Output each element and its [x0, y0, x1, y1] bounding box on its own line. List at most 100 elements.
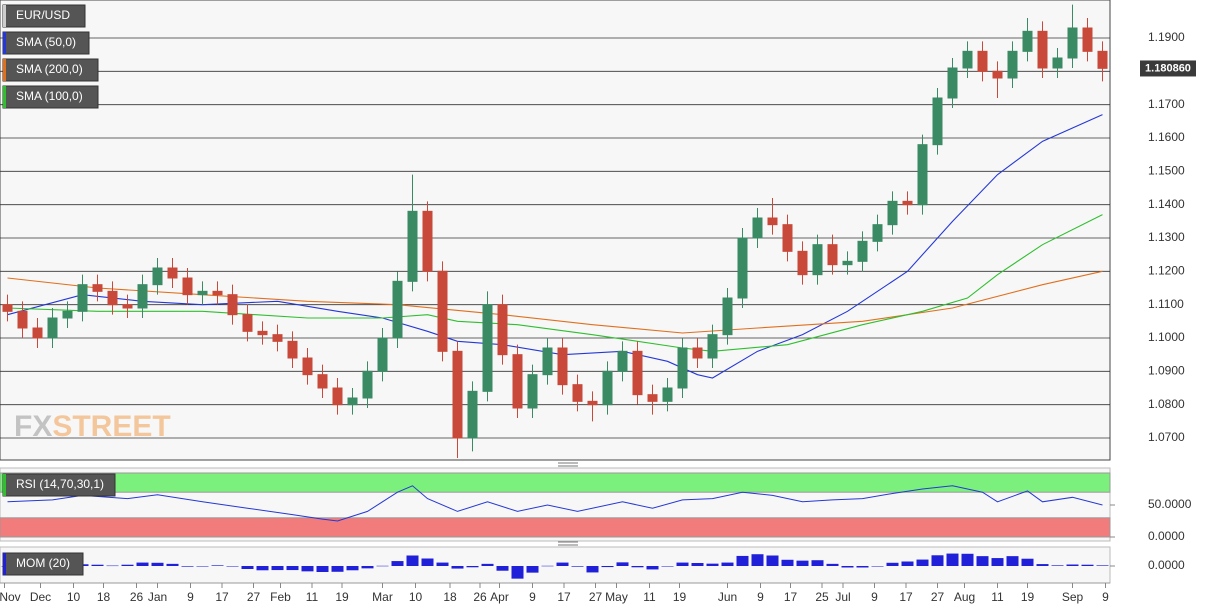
- candle-body: [482, 304, 493, 392]
- mom-bar: [631, 566, 644, 568]
- x-tick-label: 17: [557, 590, 571, 604]
- x-tick-label: Aug: [954, 590, 975, 604]
- candle-body: [1052, 57, 1063, 69]
- candle-body: [827, 244, 838, 266]
- mom-bar: [886, 562, 899, 566]
- x-tick-label: 27: [589, 590, 603, 604]
- y-tick-label: 1.1200: [1148, 264, 1185, 278]
- y-tick-label: 0.0000: [1148, 529, 1185, 543]
- mom-bar: [826, 563, 839, 566]
- mom-bar: [106, 565, 119, 567]
- mom-bar: [211, 565, 224, 566]
- y-tick-label: 1.1400: [1148, 197, 1185, 211]
- candle-body: [242, 314, 253, 332]
- candle-body: [122, 304, 133, 309]
- splitter[interactable]: [558, 462, 578, 467]
- legend-swatch: [3, 32, 6, 54]
- candle-body: [1037, 30, 1048, 69]
- candle-body: [1082, 27, 1093, 52]
- candle-body: [422, 210, 433, 272]
- y-tick-label: 1.1500: [1148, 164, 1185, 178]
- candle-body: [707, 334, 718, 359]
- candle-body: [467, 390, 478, 439]
- x-tick-label: 11: [643, 590, 656, 604]
- candle-body: [452, 350, 463, 439]
- last-price-box: [1140, 60, 1196, 77]
- rsi-band: [0, 517, 1111, 538]
- mom-bar: [346, 566, 359, 571]
- mom-bar: [586, 566, 599, 573]
- candle-body: [647, 394, 658, 402]
- price-panel: [0, 0, 1111, 461]
- candle-body: [962, 50, 973, 69]
- mom-bar: [976, 556, 989, 566]
- y-tick-label: 1.1900: [1148, 30, 1185, 44]
- x-tick-label: 26: [130, 590, 144, 604]
- mom-bar: [526, 566, 539, 573]
- mom-bar: [811, 560, 824, 566]
- mom-bar: [391, 561, 404, 566]
- x-tick-label: Feb: [270, 590, 291, 604]
- candle-body: [287, 340, 298, 359]
- legend-label: EUR/USD: [16, 8, 70, 22]
- candle-body: [857, 240, 868, 262]
- candle-body: [137, 284, 148, 309]
- candle-body: [872, 224, 883, 242]
- mom-bar: [781, 559, 794, 566]
- legend-label: SMA (50,0): [16, 35, 76, 49]
- candle-body: [932, 97, 943, 146]
- y-tick-label: 0.0000: [1148, 558, 1185, 572]
- candle-body: [167, 267, 178, 279]
- candle-body: [32, 327, 43, 339]
- mom-bar: [361, 566, 374, 569]
- candle-body: [362, 370, 373, 399]
- legend-swatch: [3, 86, 6, 108]
- candle-body: [992, 70, 1003, 79]
- mom-bar: [151, 562, 164, 566]
- mom-bar: [451, 566, 464, 569]
- mom-bar: [511, 566, 524, 579]
- candle-body: [767, 217, 778, 226]
- candle-body: [662, 387, 673, 402]
- candle-body: [272, 334, 283, 342]
- y-tick-label: 1.1700: [1148, 97, 1185, 111]
- mom-bar: [1096, 565, 1109, 566]
- candle-body: [257, 330, 268, 336]
- x-tick-label: May: [605, 590, 628, 604]
- mom-bar: [541, 565, 554, 567]
- mom-bar: [286, 566, 299, 571]
- splitter[interactable]: [558, 541, 578, 546]
- mom-bar: [796, 560, 809, 566]
- x-tick-label: Dec: [30, 590, 51, 604]
- candle-body: [542, 347, 553, 376]
- mom-bar: [601, 566, 614, 568]
- candle-body: [182, 277, 193, 296]
- candle-body: [152, 267, 163, 286]
- candle-body: [692, 347, 703, 359]
- candle-body: [227, 294, 238, 316]
- mom-bar: [901, 561, 914, 566]
- candle-body: [2, 304, 13, 312]
- mom-bar: [736, 555, 749, 566]
- legend-label: RSI (14,70,30,1): [16, 477, 104, 491]
- candle-body: [902, 200, 913, 206]
- candle-body: [677, 347, 688, 389]
- x-tick-label: 19: [1021, 590, 1035, 604]
- mom-bar: [706, 563, 719, 566]
- candle-body: [77, 284, 88, 312]
- legend-label: SMA (200,0): [16, 62, 83, 76]
- y-tick-label: 1.0700: [1148, 430, 1185, 444]
- candle-body: [587, 400, 598, 406]
- legend-label: SMA (100,0): [16, 89, 83, 103]
- mom-bar: [481, 563, 494, 566]
- mom-bar: [406, 555, 419, 566]
- candle-body: [632, 350, 643, 396]
- mom-bar: [916, 559, 929, 566]
- candle-body: [617, 350, 628, 372]
- y-tick-label: 1.1100: [1148, 297, 1184, 311]
- mom-bar: [991, 558, 1004, 566]
- candle-body: [317, 374, 328, 389]
- x-tick-label: 9: [187, 590, 194, 604]
- mom-bar: [661, 566, 674, 567]
